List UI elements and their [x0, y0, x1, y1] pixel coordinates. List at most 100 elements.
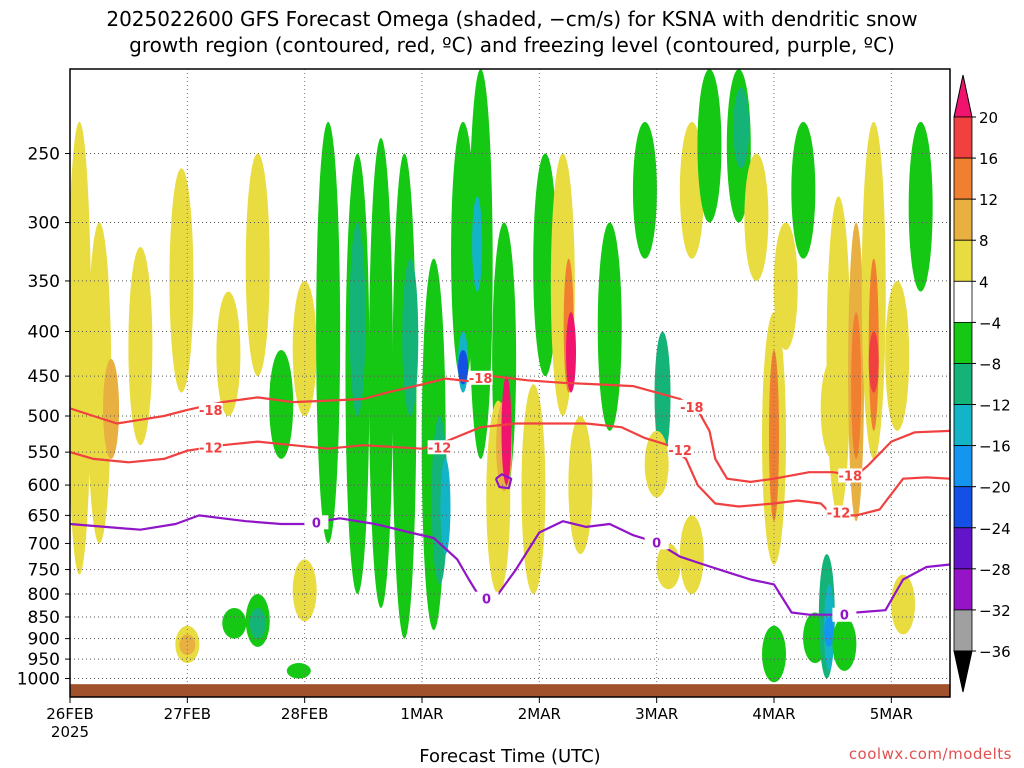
ytick-label-700: 700: [28, 534, 60, 554]
colorbar-band-2: [953, 198, 973, 241]
omega-region-34: [501, 376, 512, 486]
colorbar-band-7: [953, 404, 973, 447]
omega-region-28: [458, 349, 469, 385]
omega-region-22: [402, 258, 419, 417]
omega-region-48: [697, 69, 722, 223]
ytick-label-1000: 1000: [17, 670, 60, 690]
contour-label-0-2: -18: [680, 401, 704, 416]
contour-label-bg-2-1: [474, 591, 499, 606]
ground-band: [70, 684, 950, 697]
colorbar-label-9: −20: [979, 479, 1011, 497]
contour-label-1-0: -12: [199, 441, 223, 456]
y-axis-ticks: 2503003504004505005506006507007508008509…: [17, 145, 70, 690]
xtick-label-26FEB: 26FEB: [46, 705, 93, 723]
contour-label-bg-2-0: [304, 515, 329, 530]
xtick-label-27FEB: 27FEB: [164, 705, 211, 723]
title-line-1: 2025022600 GFS Forecast Omega (shaded, −…: [106, 7, 918, 31]
contour-label-0-1: -18: [469, 372, 493, 387]
colorbar: 20 16 12 8 4 −4 −8 −12 −16 −20 −24 −28 −32 −36: [953, 74, 1011, 693]
contour-label-1-1: -12: [428, 441, 452, 456]
contour-label-bg-0-3: [838, 468, 863, 483]
ytick-label-800: 800: [28, 585, 60, 605]
omega-region-68: [868, 331, 879, 393]
ytick-label-350: 350: [28, 272, 60, 292]
ytick-label-950: 950: [28, 650, 60, 670]
omega-region-55: [762, 625, 786, 683]
xtick-label-3MAR: 3MAR: [635, 705, 678, 723]
contour-label-bg-0-1: [468, 370, 493, 385]
colorbar-band-11: [953, 568, 973, 611]
omega-region-51: [744, 153, 769, 281]
plot-frame: [69, 68, 951, 698]
colorbar-label-8: −16: [979, 438, 1011, 456]
contour-label-bg-1-0: [198, 440, 223, 455]
chart-title: 2025022600 GFS Forecast Omega (shaded, −…: [0, 6, 1024, 58]
omega-region-14: [292, 280, 317, 417]
omega-region-9: [245, 153, 270, 377]
contour-label-bg-2-3: [832, 607, 857, 622]
colorbar-label-2: 12: [979, 191, 998, 209]
omega-region-61: [824, 616, 835, 647]
ytick-label-900: 900: [28, 630, 60, 650]
colorbar-bottom-arrow: [953, 650, 973, 693]
omega-region-11: [249, 607, 266, 639]
contour-lines: -18 -18 -18 -18 -12 -12 -12 -12 0 0 0 0: [70, 370, 950, 624]
colorbar-label-0: 20: [979, 109, 998, 127]
contour-label-bg-1-2: [668, 443, 693, 458]
colorbar-band-8: [953, 445, 973, 488]
omega-region-30: [472, 196, 483, 292]
colorbar-band-0: [953, 116, 973, 159]
colorbar-label-3: 8: [979, 232, 989, 250]
colorbar-label-1: 16: [979, 150, 998, 168]
ytick-label-550: 550: [28, 443, 60, 463]
omega-region-44: [644, 430, 669, 498]
ytick-label-600: 600: [28, 476, 60, 496]
colorbar-label-13: −36: [979, 643, 1011, 661]
omega-region-71: [908, 121, 933, 292]
omega-region-54: [773, 222, 798, 350]
omega-region-50: [733, 87, 750, 169]
omega-region-13: [269, 349, 294, 459]
contour-label-bg-0-0: [198, 402, 223, 417]
colorbar-label-11: −28: [979, 561, 1011, 579]
omega-region-25: [440, 458, 451, 555]
contour-label-0-0: -18: [199, 404, 223, 419]
omega-region-65: [851, 312, 862, 459]
xtick-label-2MAR: 2MAR: [518, 705, 561, 723]
contour-label-bg-2-2: [644, 535, 669, 550]
contour-label-2-2: 0: [652, 536, 661, 551]
colorbar-label-4: 4: [979, 273, 989, 291]
colorbar-band-6: [953, 363, 973, 405]
ytick-label-250: 250: [28, 145, 60, 165]
colorbar-band-4: [953, 280, 973, 323]
contour-label-2-3: 0: [840, 609, 849, 624]
colorbar-top-arrow: [953, 74, 973, 118]
omega-region-16: [292, 559, 317, 622]
ground-layer: [70, 684, 950, 697]
colorbar-label-12: −32: [979, 602, 1011, 620]
xtick-label-4MAR: 4MAR: [752, 705, 795, 723]
ytick-label-850: 850: [28, 608, 60, 628]
colorbar-band-10: [953, 527, 973, 570]
omega-region-40: [568, 416, 593, 555]
ytick-label-450: 450: [28, 367, 60, 387]
ytick-label-650: 650: [28, 506, 60, 526]
omega-region-3: [128, 246, 153, 446]
omega-region-8: [216, 291, 241, 417]
colorbar-band-1: [953, 157, 973, 200]
omega-region-63: [826, 196, 851, 516]
omega-region-0: [70, 121, 92, 575]
omega-region-70: [891, 574, 916, 635]
contour-label-bg-1-3: [826, 505, 851, 520]
contour-label-1-2: -12: [668, 444, 692, 459]
ytick-label-500: 500: [28, 407, 60, 427]
omega-region-4: [169, 168, 194, 393]
omega-region-1: [87, 222, 112, 544]
omega-region-20: [368, 138, 393, 608]
contour-label-2-1: 0: [482, 593, 491, 608]
colorbar-band-12: [953, 609, 973, 652]
omega-region-19: [349, 222, 366, 417]
title-line-2: growth region (contoured, red, ºC) and f…: [129, 33, 895, 57]
